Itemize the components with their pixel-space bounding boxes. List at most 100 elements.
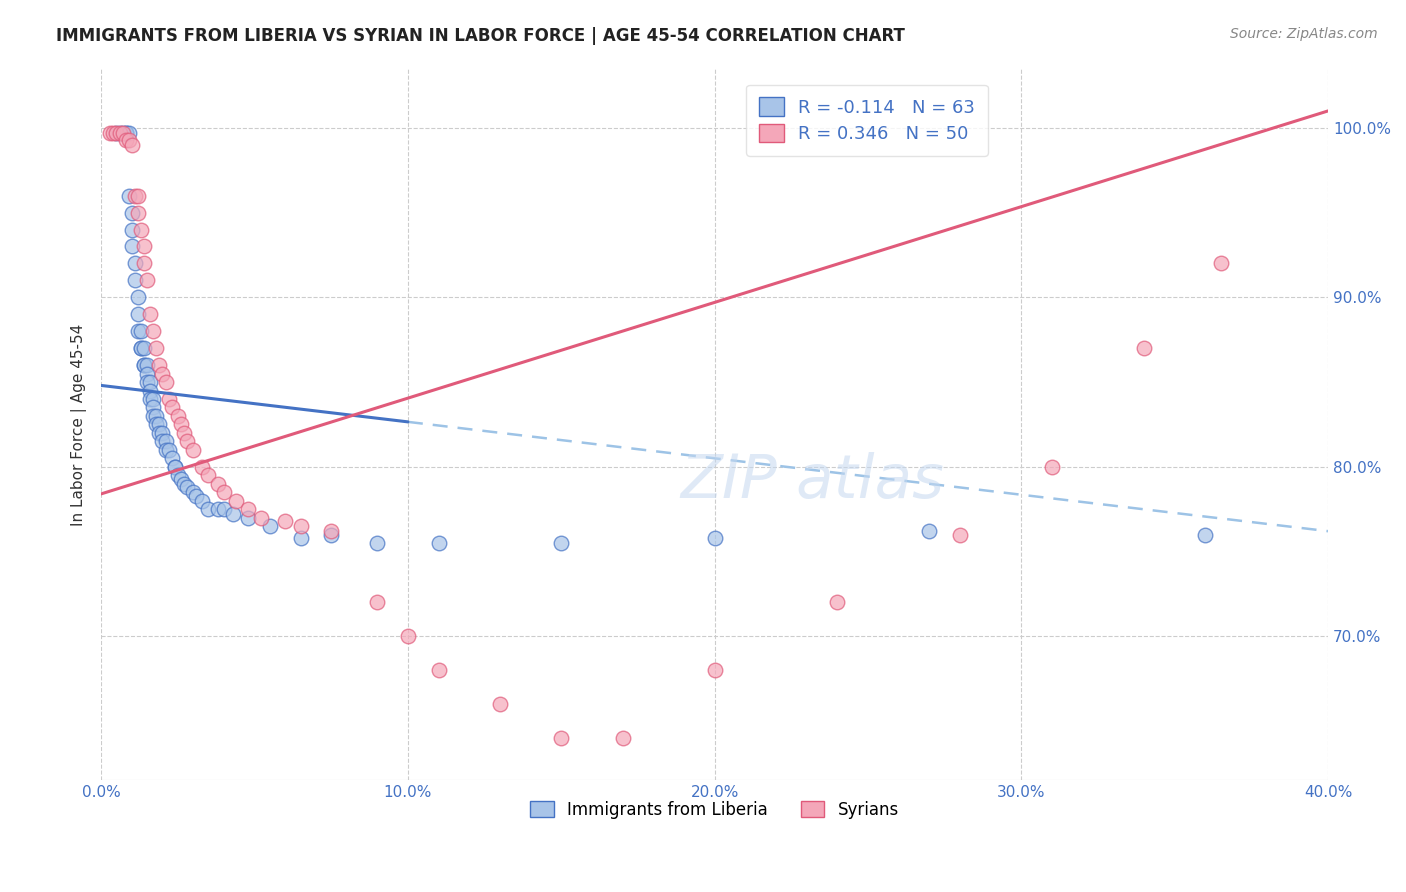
Point — [290, 531, 312, 545]
Point — [132, 358, 155, 372]
Point — [148, 417, 170, 432]
Point — [212, 502, 235, 516]
Point — [366, 536, 388, 550]
Point — [148, 425, 170, 440]
Point — [238, 502, 260, 516]
Point — [157, 392, 180, 406]
Point — [132, 341, 155, 355]
Point — [127, 307, 149, 321]
Point — [124, 188, 146, 202]
Point — [181, 442, 204, 457]
Point — [949, 527, 972, 541]
Point — [396, 629, 419, 643]
Point — [703, 531, 725, 545]
Point — [121, 205, 143, 219]
Point — [163, 459, 186, 474]
Point — [321, 524, 343, 538]
Point — [191, 493, 214, 508]
Point — [98, 126, 121, 140]
Point — [139, 384, 162, 398]
Point — [132, 358, 155, 372]
Point — [111, 126, 134, 140]
Point — [139, 392, 162, 406]
Point — [176, 434, 198, 449]
Text: Source: ZipAtlas.com: Source: ZipAtlas.com — [1230, 27, 1378, 41]
Point — [166, 409, 188, 423]
Point — [427, 663, 450, 677]
Point — [176, 480, 198, 494]
Point — [142, 392, 165, 406]
Point — [489, 697, 512, 711]
Text: ZIP atlas: ZIP atlas — [681, 452, 945, 511]
Point — [1209, 256, 1232, 270]
Point — [1040, 459, 1063, 474]
Point — [366, 595, 388, 609]
Point — [612, 731, 634, 745]
Point — [118, 133, 141, 147]
Point — [129, 341, 152, 355]
Point — [152, 425, 174, 440]
Point — [145, 409, 167, 423]
Point — [703, 663, 725, 677]
Point — [321, 527, 343, 541]
Point — [111, 126, 134, 140]
Point — [132, 239, 155, 253]
Point — [142, 324, 165, 338]
Point — [155, 442, 177, 457]
Point — [139, 375, 162, 389]
Point — [207, 502, 229, 516]
Point — [136, 358, 159, 372]
Point — [124, 256, 146, 270]
Point — [152, 367, 174, 381]
Text: IMMIGRANTS FROM LIBERIA VS SYRIAN IN LABOR FORCE | AGE 45-54 CORRELATION CHART: IMMIGRANTS FROM LIBERIA VS SYRIAN IN LAB… — [56, 27, 905, 45]
Point — [118, 188, 141, 202]
Point — [181, 485, 204, 500]
Point — [238, 510, 260, 524]
Point — [136, 367, 159, 381]
Point — [157, 442, 180, 457]
Point — [127, 324, 149, 338]
Legend: Immigrants from Liberia, Syrians: Immigrants from Liberia, Syrians — [523, 794, 905, 825]
Point — [129, 222, 152, 236]
Point — [103, 126, 125, 140]
Point — [170, 472, 193, 486]
Point — [1194, 527, 1216, 541]
Point — [105, 126, 128, 140]
Point — [118, 126, 141, 140]
Point — [152, 434, 174, 449]
Point — [173, 425, 195, 440]
Point — [550, 731, 572, 745]
Point — [129, 324, 152, 338]
Point — [186, 489, 208, 503]
Point — [225, 493, 247, 508]
Point — [197, 468, 219, 483]
Point — [121, 222, 143, 236]
Point — [249, 510, 271, 524]
Point — [136, 273, 159, 287]
Point — [129, 341, 152, 355]
Point — [290, 519, 312, 533]
Point — [145, 417, 167, 432]
Point — [1133, 341, 1156, 355]
Point — [170, 417, 193, 432]
Point — [127, 290, 149, 304]
Point — [212, 485, 235, 500]
Point — [191, 459, 214, 474]
Point — [127, 188, 149, 202]
Point — [142, 401, 165, 415]
Point — [139, 307, 162, 321]
Y-axis label: In Labor Force | Age 45-54: In Labor Force | Age 45-54 — [72, 323, 87, 525]
Point — [114, 133, 136, 147]
Point — [207, 476, 229, 491]
Point — [197, 502, 219, 516]
Point — [108, 126, 131, 140]
Point — [148, 358, 170, 372]
Point — [550, 536, 572, 550]
Point — [222, 507, 245, 521]
Point — [166, 468, 188, 483]
Point — [105, 126, 128, 140]
Point — [142, 409, 165, 423]
Point — [173, 476, 195, 491]
Point — [274, 514, 297, 528]
Point — [114, 126, 136, 140]
